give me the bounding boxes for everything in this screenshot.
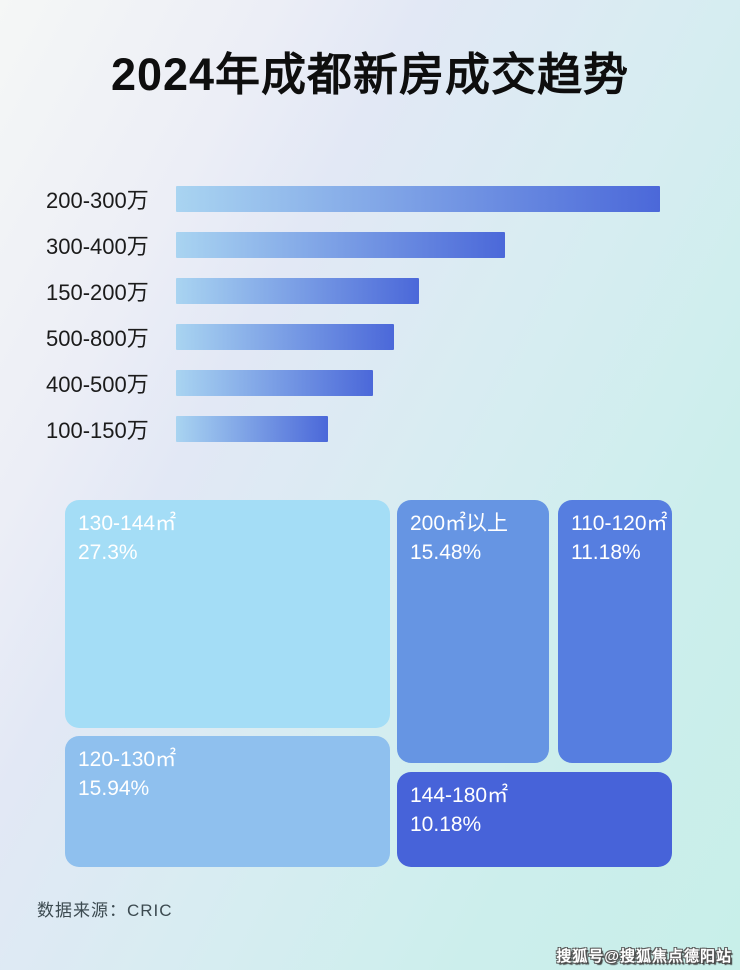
price-band-bar-chart: 200-300万 300-400万 150-200万 500-800万 400-… bbox=[46, 176, 660, 452]
bar-track bbox=[176, 278, 660, 304]
bar-label: 100-150万 bbox=[46, 418, 149, 443]
bar-track bbox=[176, 370, 660, 396]
bar-row: 500-800万 bbox=[46, 314, 660, 360]
bar-row: 100-150万 bbox=[46, 406, 660, 452]
treemap-block-value: 10.18% bbox=[410, 813, 482, 836]
bar-track bbox=[176, 416, 660, 442]
bar-label: 150-200万 bbox=[46, 280, 149, 305]
bar-track bbox=[176, 232, 660, 258]
page-title: 2024年成都新房成交趋势 bbox=[110, 49, 630, 100]
bar-label: 500-800万 bbox=[46, 326, 149, 351]
treemap-block-200-plus: 200㎡以上 15.48% bbox=[397, 500, 549, 763]
treemap-block-120-130: 120-130㎡ 15.94% bbox=[65, 736, 390, 867]
bar-row: 200-300万 bbox=[46, 176, 660, 222]
bar-label: 300-400万 bbox=[46, 234, 149, 259]
treemap-block-144-180: 144-180㎡ 10.18% bbox=[397, 772, 672, 867]
treemap-block-label: 120-130㎡ bbox=[78, 748, 177, 771]
treemap-block-110-120: 110-120㎡ 11.18% bbox=[558, 500, 672, 763]
bar-fill bbox=[176, 232, 505, 258]
bar-fill bbox=[176, 416, 329, 442]
treemap-block-value: 15.48% bbox=[410, 541, 482, 564]
bar-label: 400-500万 bbox=[46, 372, 149, 397]
bar-row: 300-400万 bbox=[46, 222, 660, 268]
treemap-block-value: 11.18% bbox=[571, 541, 641, 564]
treemap-block-value: 15.94% bbox=[78, 777, 150, 800]
treemap-block-label: 144-180㎡ bbox=[410, 784, 509, 807]
treemap-block-130-144: 130-144㎡ 27.3% bbox=[65, 500, 390, 728]
bar-track bbox=[176, 186, 660, 212]
sohu-watermark: 搜狐号@搜狐焦点德阳站 bbox=[556, 948, 732, 965]
treemap-block-label: 130-144㎡ bbox=[78, 512, 177, 535]
data-source-note: 数据来源：CRIC bbox=[37, 901, 173, 920]
area-share-treemap: 130-144㎡ 27.3% 120-130㎡ 15.94% 200㎡以上 15… bbox=[65, 500, 672, 867]
bar-fill bbox=[176, 186, 660, 212]
treemap-block-label: 110-120㎡ bbox=[571, 512, 668, 535]
bar-row: 400-500万 bbox=[46, 360, 660, 406]
bar-label: 200-300万 bbox=[46, 188, 149, 213]
bar-fill bbox=[176, 324, 395, 350]
treemap-block-label: 200㎡以上 bbox=[410, 512, 509, 535]
bar-fill bbox=[176, 370, 373, 396]
bar-row: 150-200万 bbox=[46, 268, 660, 314]
bar-track bbox=[176, 324, 660, 350]
bar-fill bbox=[176, 278, 419, 304]
treemap-block-value: 27.3% bbox=[78, 541, 138, 564]
